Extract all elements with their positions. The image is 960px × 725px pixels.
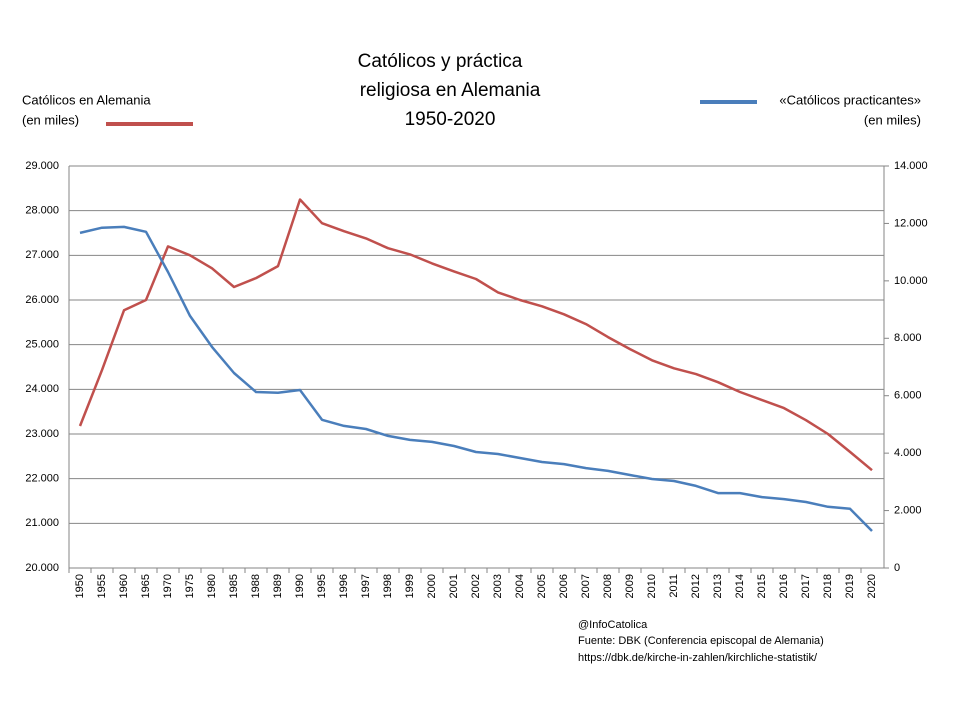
x-tick-label: 2009 bbox=[624, 574, 636, 598]
x-tick-label: 1990 bbox=[294, 574, 306, 598]
y2-tick-label: 0 bbox=[894, 562, 900, 574]
x-tick-label: 1998 bbox=[382, 574, 394, 598]
y-tick-label: 24.000 bbox=[25, 383, 59, 395]
y-tick-label: 23.000 bbox=[25, 428, 59, 440]
x-tick-label: 1955 bbox=[96, 574, 108, 598]
y-tick-label: 27.000 bbox=[25, 249, 59, 261]
axis-unit: (en miles) bbox=[864, 112, 921, 127]
x-tick-label: 2005 bbox=[536, 574, 548, 598]
x-tick-label: 1997 bbox=[360, 574, 372, 598]
y-tick-label: 26.000 bbox=[25, 294, 59, 306]
y2-tick-label: 14.000 bbox=[894, 160, 928, 172]
x-tick-label: 2003 bbox=[492, 574, 504, 598]
x-tick-label: 2014 bbox=[734, 574, 746, 598]
series-line bbox=[78, 198, 873, 472]
x-tick-label: 2011 bbox=[668, 574, 680, 598]
note: @InfoCatolica bbox=[578, 619, 648, 631]
y-tick-label: 20.000 bbox=[25, 562, 59, 574]
y-tick-label: 21.000 bbox=[25, 517, 59, 529]
y2-tick-label: 4.000 bbox=[894, 447, 922, 459]
y-tick-label: 22.000 bbox=[25, 473, 59, 485]
x-tick-label: 2008 bbox=[602, 574, 614, 598]
x-tick-label: 1975 bbox=[184, 574, 196, 598]
chart-title: 1950-2020 bbox=[405, 109, 496, 130]
x-tick-label: 2017 bbox=[800, 574, 812, 598]
x-tick-label: 2013 bbox=[712, 574, 724, 598]
x-tick-label: 1980 bbox=[206, 574, 218, 598]
x-tick-label: 2018 bbox=[822, 574, 834, 598]
y-tick-label: 28.000 bbox=[25, 205, 59, 217]
x-tick-label: 2007 bbox=[580, 574, 592, 598]
x-tick-label: 2019 bbox=[844, 574, 856, 598]
chart-title: Católicos y práctica bbox=[358, 51, 523, 72]
note: https://dbk.de/kirche-in-zahlen/kirchlic… bbox=[578, 652, 818, 664]
x-tick-label: 2010 bbox=[646, 574, 658, 598]
x-tick-label: 1985 bbox=[228, 574, 240, 598]
x-tick-label: 1999 bbox=[404, 574, 416, 598]
x-tick-label: 2016 bbox=[778, 574, 790, 598]
y-tick-label: 25.000 bbox=[25, 339, 59, 351]
x-tick-label: 1989 bbox=[272, 574, 284, 598]
x-tick-label: 2006 bbox=[558, 574, 570, 598]
y2-tick-label: 12.000 bbox=[894, 217, 928, 229]
x-tick-label: 2015 bbox=[756, 574, 768, 598]
x-tick-label: 1965 bbox=[140, 574, 152, 598]
x-tick-label: 1988 bbox=[250, 574, 262, 598]
axis-unit: (en miles) bbox=[22, 112, 79, 127]
x-tick-label: 1970 bbox=[162, 574, 174, 598]
legend-label: «Católicos practicantes» bbox=[779, 92, 921, 107]
x-tick-label: 2000 bbox=[426, 574, 438, 598]
series-line bbox=[79, 225, 873, 532]
x-tick-label: 2002 bbox=[470, 574, 482, 598]
x-tick-label: 1950 bbox=[74, 574, 86, 598]
x-tick-label: 2001 bbox=[448, 574, 460, 598]
x-tick-label: 1995 bbox=[316, 574, 328, 598]
y2-tick-label: 8.000 bbox=[894, 332, 922, 344]
legend-label: Católicos en Alemania bbox=[22, 92, 151, 107]
y2-tick-label: 2.000 bbox=[894, 504, 922, 516]
chart-title: religiosa en Alemania bbox=[360, 80, 541, 101]
y-tick-label: 29.000 bbox=[25, 160, 59, 172]
x-tick-label: 2012 bbox=[690, 574, 702, 598]
y2-tick-label: 10.000 bbox=[894, 275, 928, 287]
x-tick-label: 2020 bbox=[866, 574, 878, 598]
y2-tick-label: 6.000 bbox=[894, 390, 922, 402]
note: Fuente: DBK (Conferencia episcopal de Al… bbox=[578, 635, 824, 647]
x-tick-label: 2004 bbox=[514, 574, 526, 598]
x-tick-label: 1960 bbox=[118, 574, 130, 598]
x-tick-label: 1996 bbox=[338, 574, 350, 598]
